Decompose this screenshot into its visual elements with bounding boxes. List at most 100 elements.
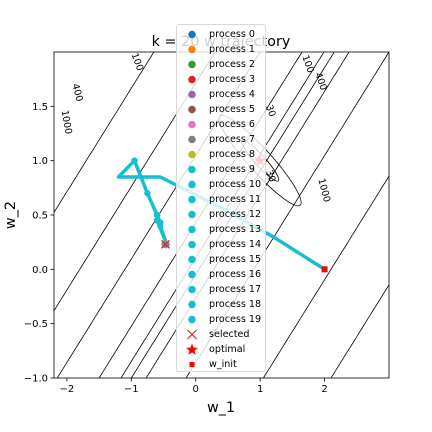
legend-label: process 19 <box>209 314 262 325</box>
contour-label: 400 <box>312 71 329 92</box>
y-tick-label: −1.0 <box>24 374 48 385</box>
legend-marker <box>188 45 196 54</box>
legend-entry: process 4 <box>177 87 267 102</box>
y-axis-label: w_2 <box>3 201 19 229</box>
legend-marker <box>188 60 196 69</box>
legend-label: process 1 <box>209 44 256 55</box>
x-tick-label: −1 <box>124 384 139 395</box>
legend-label: process 10 <box>209 179 262 190</box>
legend-marker <box>188 105 196 114</box>
legend-entry: process 8 <box>177 147 267 162</box>
legend-entry: process 2 <box>177 57 267 72</box>
y-axis: −1.0 −0.5 0.0 0.5 1.0 1.5 <box>24 102 54 385</box>
legend-label: process 18 <box>209 299 262 310</box>
legend-entry: process 7 <box>177 132 267 147</box>
legend-label: process 4 <box>209 89 256 100</box>
selected-marker <box>161 239 170 249</box>
legend-label: process 6 <box>209 119 256 130</box>
legend-marker <box>186 343 198 355</box>
legend-entry: process 16 <box>177 267 267 282</box>
legend-marker <box>188 255 196 264</box>
legend-marker <box>188 300 196 309</box>
contour-label: 100 <box>299 54 316 75</box>
x-axis: −2 −1 0 1 2 <box>60 378 328 395</box>
legend-label: optimal <box>209 344 246 355</box>
legend-marker <box>188 315 196 324</box>
legend-label: process 15 <box>209 254 262 265</box>
contour-line <box>330 284 389 378</box>
w-init-marker <box>321 266 328 273</box>
legend-label: process 12 <box>209 209 262 220</box>
legend-label: process 9 <box>209 164 256 175</box>
y-tick-label: 1.0 <box>32 156 48 167</box>
legend-entry: optimal <box>177 342 267 357</box>
x-tick-label: 1 <box>257 384 263 395</box>
legend-marker <box>188 30 196 39</box>
legend-marker <box>189 362 195 367</box>
y-tick-label: 0.0 <box>32 265 48 276</box>
y-tick-label: −0.5 <box>24 319 48 330</box>
legend-entry: process 6 <box>177 117 267 132</box>
legend-label: w_init <box>209 359 237 370</box>
trajectory-point <box>157 219 164 226</box>
legend-marker <box>188 225 196 234</box>
legend-marker <box>188 120 196 129</box>
legend-entry: process 19 <box>177 312 267 327</box>
legend-entry: process 3 <box>177 72 267 87</box>
legend-entry: process 9 <box>177 162 267 177</box>
legend-marker <box>188 240 196 249</box>
legend-label: process 11 <box>209 194 262 205</box>
legend-entry: w_init <box>177 357 267 372</box>
legend-label: process 14 <box>209 239 262 250</box>
legend-marker <box>187 329 197 340</box>
y-tick-label: 0.5 <box>32 211 48 222</box>
contour-line <box>262 175 389 378</box>
legend-entry: selected <box>177 327 267 342</box>
legend-entry: process 10 <box>177 177 267 192</box>
contour-label: 30 <box>263 103 277 118</box>
trajectory-point <box>144 190 151 197</box>
legend-label: process 0 <box>209 29 256 40</box>
contour-label: 30 <box>263 169 277 184</box>
legend-label: process 5 <box>209 104 256 115</box>
legend-entry: process 11 <box>177 192 267 207</box>
x-tick-label: 0 <box>193 384 199 395</box>
legend-marker <box>188 135 196 144</box>
legend-label: selected <box>209 329 250 340</box>
trajectory-point <box>131 157 138 164</box>
legend-marker <box>188 90 196 99</box>
legend-label: process 16 <box>209 269 262 280</box>
legend-entry: process 12 <box>177 207 267 222</box>
y-tick-label: 1.5 <box>32 102 48 113</box>
legend-entry: process 14 <box>177 237 267 252</box>
legend-marker <box>188 285 196 294</box>
x-tick-label: 2 <box>321 384 327 395</box>
legend: process 0 process 1 process 2 process 3 proc… <box>176 24 266 372</box>
legend-label: process 8 <box>209 149 256 160</box>
legend-entry: process 17 <box>177 282 267 297</box>
x-axis-label: w_1 <box>207 400 235 416</box>
legend-entry: process 5 <box>177 102 267 117</box>
legend-marker <box>188 195 196 204</box>
legend-marker <box>188 75 196 84</box>
contour-label: 1000 <box>59 109 74 135</box>
legend-marker <box>188 210 196 219</box>
legend-entry: process 1 <box>177 42 267 57</box>
legend-entry: process 18 <box>177 297 267 312</box>
legend-marker <box>188 270 196 279</box>
legend-label: process 17 <box>209 284 262 295</box>
contour-label: 1000 <box>315 177 332 203</box>
legend-label: process 2 <box>209 59 256 70</box>
legend-marker <box>188 180 196 189</box>
x-tick-label: −2 <box>60 384 75 395</box>
legend-label: process 13 <box>209 224 262 235</box>
contour-label: 400 <box>69 82 84 102</box>
legend-entry: process 15 <box>177 252 267 267</box>
legend-marker <box>188 150 196 159</box>
legend-label: process 3 <box>209 74 256 85</box>
legend-entry: process 13 <box>177 222 267 237</box>
legend-entry: process 0 <box>177 27 267 42</box>
legend-label: process 7 <box>209 134 256 145</box>
legend-marker <box>188 165 196 174</box>
contour-label: 100 <box>129 52 146 73</box>
